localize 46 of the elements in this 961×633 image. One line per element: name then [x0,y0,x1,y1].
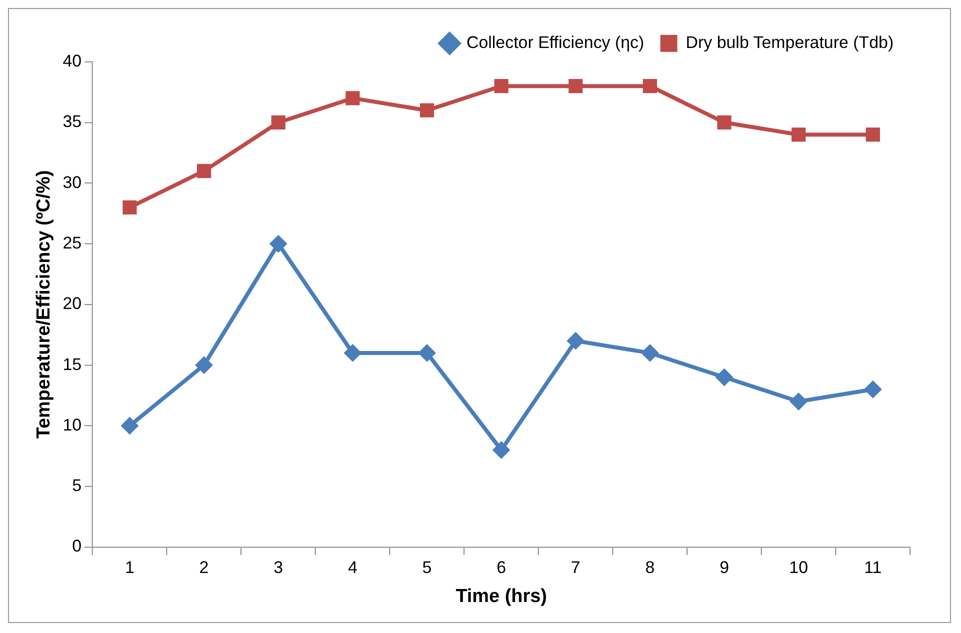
point [418,344,436,362]
point [494,79,508,94]
y-tick-label: 5 [72,476,82,496]
y-tick-label: 20 [62,294,82,314]
y-tick-label: 40 [62,52,82,70]
point [790,392,808,410]
x-tick-label: 10 [789,558,808,577]
x-tick-label: 4 [348,558,358,577]
point [717,115,732,130]
point [271,115,286,130]
point [420,103,434,118]
x-tick-label: 5 [422,558,432,577]
point [346,91,360,106]
legend-label: Dry bulb Temperature (Tdb) [686,33,894,52]
point [492,441,510,459]
point [715,368,734,386]
x-tick-label: 8 [645,558,655,577]
point [269,234,288,253]
x-tick-label: 1 [124,558,134,577]
x-tick-label: 11 [864,558,882,577]
y-tick-label: 35 [62,112,82,132]
y-tick-label: 30 [62,172,82,192]
legend-label: Collector Efficiency (ηc) [466,33,644,52]
point [864,380,882,398]
x-tick-label: 6 [496,558,506,577]
point [640,344,659,362]
y-tick-label: 10 [62,415,82,434]
point [120,416,139,435]
point [566,332,585,350]
y-tick-label: 25 [62,233,82,252]
point [642,79,658,94]
x-axis-title: Time (hrs) [456,586,547,607]
point [344,344,362,362]
point [196,164,212,178]
x-tick-label: 2 [199,558,209,577]
x-tick-label: 7 [570,558,580,577]
point [568,79,583,94]
point [122,200,137,214]
point [792,128,806,142]
y-tick-label: 0 [72,536,82,556]
x-tick-label: 9 [720,558,729,577]
y-axis-title: Temperature/Efficiency (ºC/%) [34,170,55,439]
point [866,128,880,142]
point [195,356,213,374]
y-tick-label: 15 [62,354,82,374]
x-tick-label: 3 [274,558,284,577]
